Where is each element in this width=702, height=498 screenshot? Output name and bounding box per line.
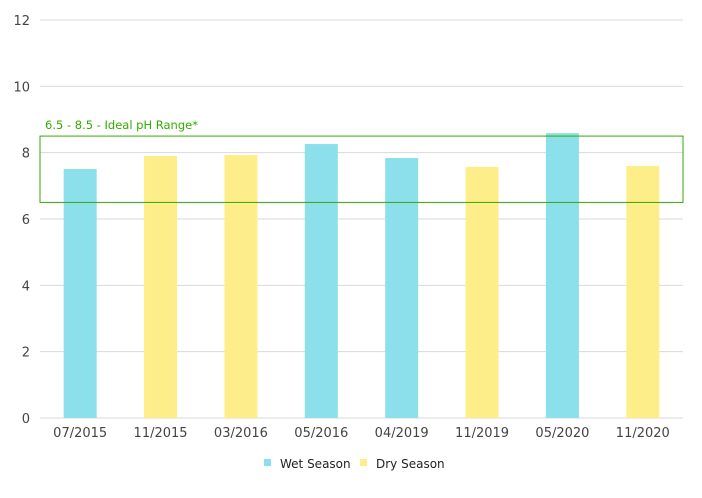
ideal-range-label: 6.5 - 8.5 - Ideal pH Range* [45, 118, 198, 132]
bar [63, 168, 97, 418]
x-tick-label: 07/2015 [53, 426, 107, 441]
y-tick-label: 6 [22, 213, 30, 228]
legend-swatch [360, 459, 367, 466]
y-tick-label: 4 [22, 279, 30, 294]
bar [545, 133, 579, 418]
y-tick-label: 10 [13, 80, 30, 95]
y-tick-label: 2 [22, 346, 30, 361]
bar [304, 144, 338, 418]
legend-label: Wet Season [280, 457, 351, 471]
x-tick-label: 03/2016 [214, 426, 268, 441]
legend-label: Dry Season [376, 457, 445, 471]
x-tick-label: 05/2016 [294, 426, 348, 441]
bar [144, 155, 178, 418]
bar [465, 166, 499, 418]
x-tick-label: 04/2019 [375, 426, 429, 441]
y-tick-label: 8 [22, 147, 30, 162]
y-tick-label: 0 [22, 412, 30, 427]
x-tick-label: 05/2020 [535, 426, 589, 441]
x-tick-label: 11/2020 [616, 426, 670, 441]
legend-swatch [264, 459, 271, 466]
y-tick-label: 12 [13, 14, 30, 29]
bar [224, 154, 258, 418]
ideal-range-box [39, 135, 684, 203]
x-tick-label: 11/2019 [455, 426, 509, 441]
bar [626, 165, 660, 418]
x-tick-label: 11/2015 [134, 426, 188, 441]
bar [385, 157, 419, 418]
